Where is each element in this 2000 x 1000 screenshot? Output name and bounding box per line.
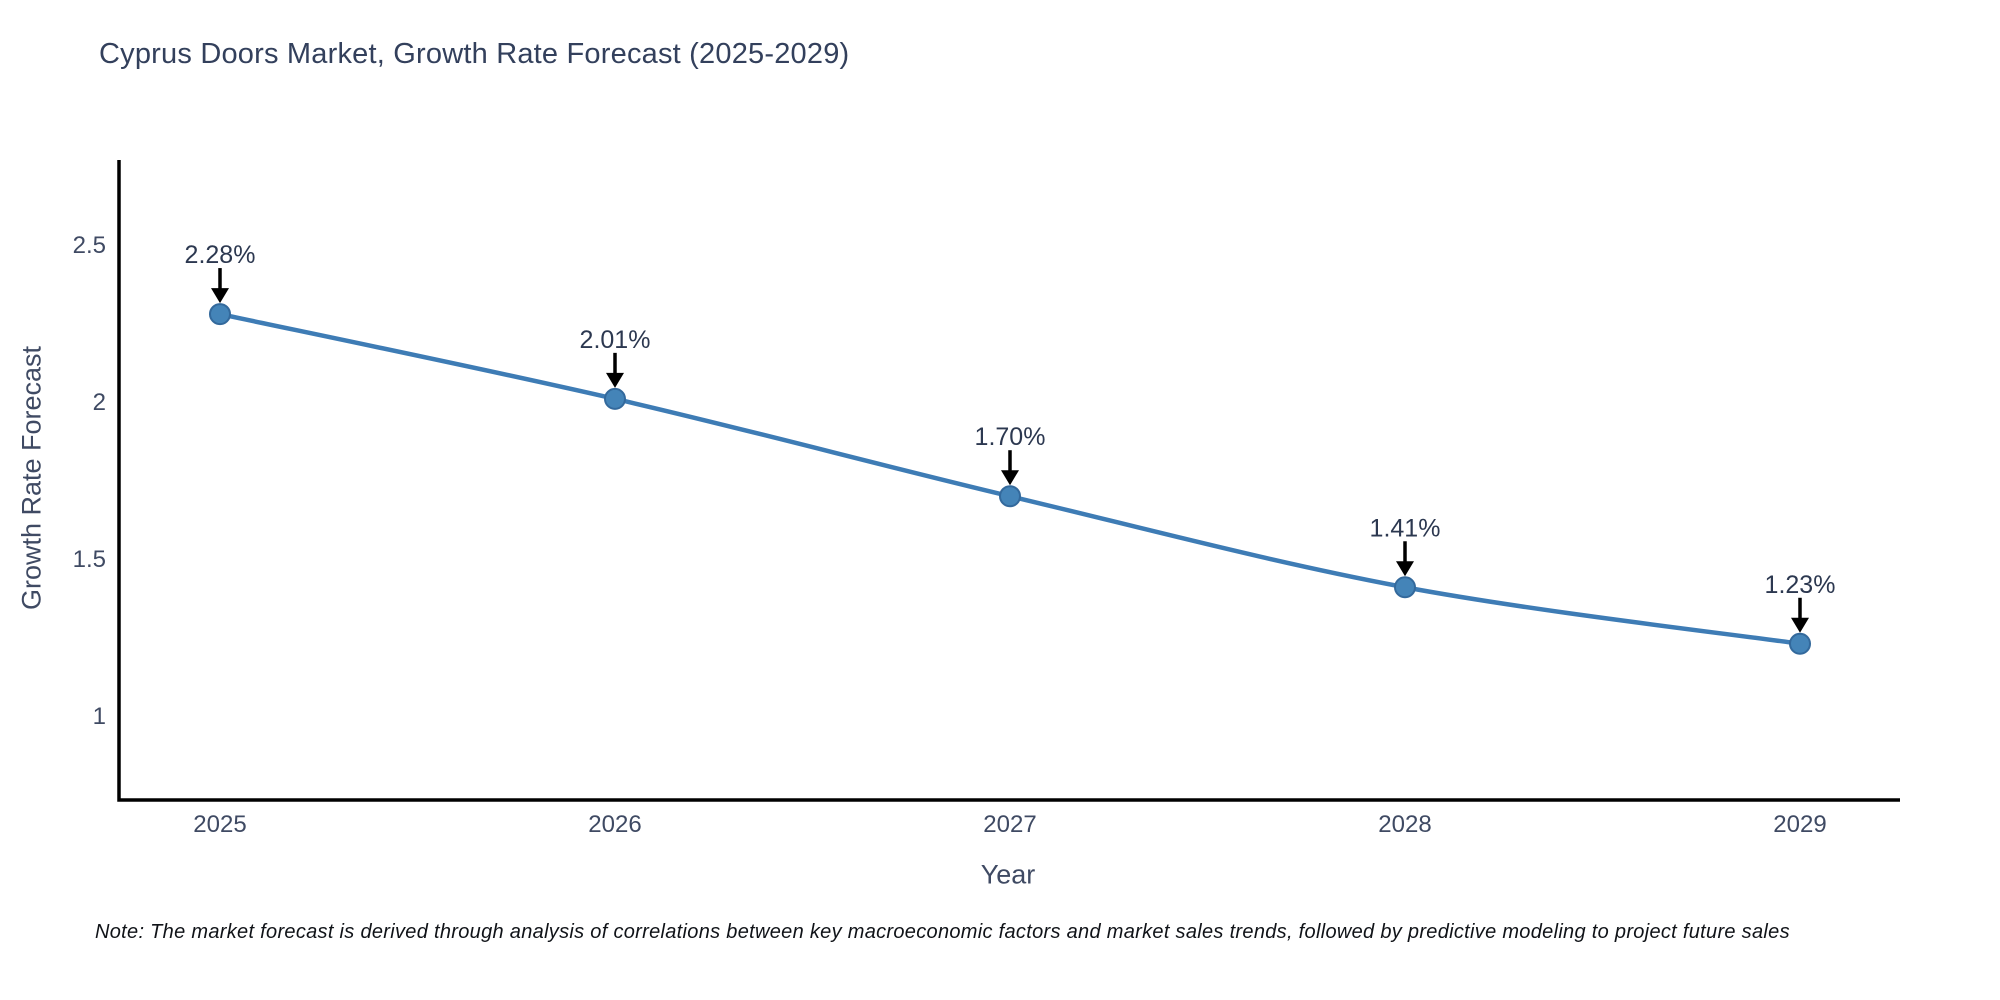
axes-spines xyxy=(117,160,1900,802)
x-tick-label-2026: 2026 xyxy=(588,811,641,838)
x-axis-label: Year xyxy=(980,859,1036,890)
annotation-label-2027: 1.70% xyxy=(975,423,1046,451)
annotation-arrow-head-2026 xyxy=(606,372,624,388)
annotation-arrow-head-2028 xyxy=(1396,561,1414,577)
data-point-2026 xyxy=(604,387,626,410)
y-tick-label-1.5: 1.5 xyxy=(73,546,106,573)
y-tick-label-2.5: 2.5 xyxy=(73,232,106,259)
annotation-label-2025: 2.28% xyxy=(185,241,256,269)
annotation-arrow-head-2025 xyxy=(211,288,229,304)
annotation-label-2029: 1.23% xyxy=(1765,571,1836,599)
x-tick-label-2025: 2025 xyxy=(193,811,246,838)
data-point-2029 xyxy=(1789,632,1811,655)
x-tick-label-2029: 2029 xyxy=(1773,811,1826,838)
footnote: Note: The market forecast is derived thr… xyxy=(95,921,1790,943)
data-point-2028 xyxy=(1394,576,1416,599)
y-tick-label-2: 2 xyxy=(93,389,106,416)
x-tick-label-2028: 2028 xyxy=(1378,811,1431,838)
data-point-2025 xyxy=(209,303,231,326)
y-tick-label-1: 1 xyxy=(93,703,106,730)
x-tick-label-2027: 2027 xyxy=(983,811,1036,838)
annotation-label-2026: 2.01% xyxy=(580,326,651,354)
chart-title: Cyprus Doors Market, Growth Rate Forecas… xyxy=(99,38,850,70)
annotation-label-2028: 1.41% xyxy=(1370,514,1441,542)
annotation-arrow-head-2029 xyxy=(1791,617,1809,633)
data-point-2027 xyxy=(999,485,1021,508)
annotation-arrow-head-2027 xyxy=(1001,470,1019,486)
